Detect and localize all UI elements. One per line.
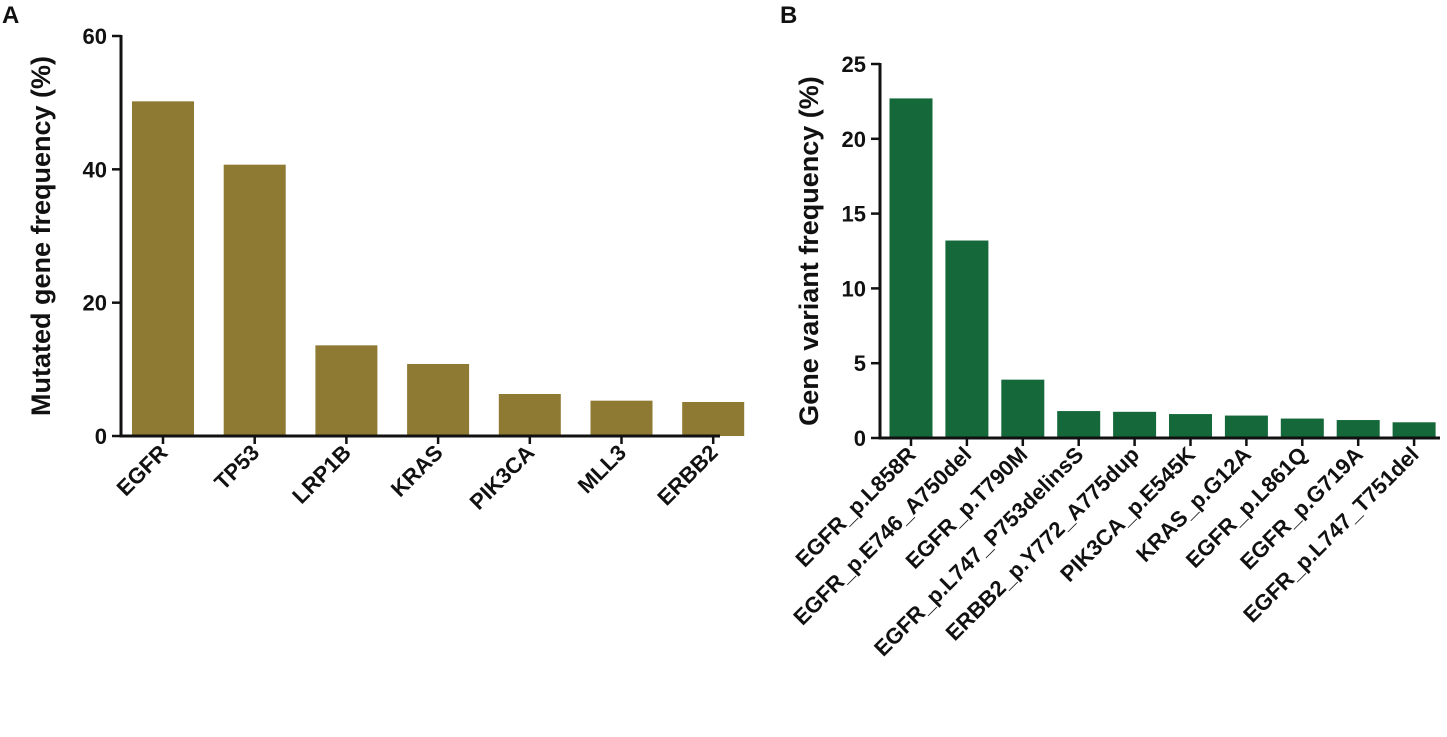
ytick-label-a-2: 40 bbox=[83, 157, 107, 182]
ytick-label-b-1: 5 bbox=[854, 351, 866, 376]
bar-a-4 bbox=[498, 394, 561, 436]
ytick-label-b-0: 0 bbox=[854, 426, 866, 451]
bar-b-3 bbox=[1057, 411, 1101, 438]
bar-b-1 bbox=[945, 240, 989, 438]
bar-b-4 bbox=[1113, 411, 1157, 438]
y-axis-title-a: Mutated gene frequency (%) bbox=[26, 56, 56, 416]
bar-b-7 bbox=[1280, 418, 1324, 438]
bar-b-2 bbox=[1001, 379, 1045, 438]
xtick-label-a-5: MLL3 bbox=[573, 440, 631, 498]
ytick-label-a-0: 0 bbox=[95, 424, 107, 449]
bar-b-6 bbox=[1224, 415, 1268, 438]
ytick-label-b-5: 25 bbox=[842, 52, 866, 77]
bar-a-6 bbox=[682, 402, 745, 436]
panel-a-letter: A bbox=[2, 2, 19, 29]
xtick-label-a-3: KRAS bbox=[386, 440, 448, 502]
bar-a-3 bbox=[407, 364, 470, 436]
xtick-label-a-4: PIK3CA bbox=[465, 440, 540, 515]
bar-b-0 bbox=[889, 98, 933, 439]
bar-b-9 bbox=[1392, 422, 1436, 438]
bar-b-8 bbox=[1336, 420, 1380, 438]
bar-b-5 bbox=[1169, 414, 1212, 438]
bar-a-1 bbox=[223, 164, 286, 436]
ytick-label-a-3: 60 bbox=[83, 24, 107, 49]
xtick-label-a-6: ERBB2 bbox=[652, 440, 722, 510]
bar-a-5 bbox=[590, 400, 653, 436]
xtick-label-a-0: EGFR bbox=[112, 440, 173, 501]
ytick-label-b-2: 10 bbox=[842, 276, 866, 301]
bar-a-0 bbox=[132, 101, 194, 436]
xtick-label-a-2: LRP1B bbox=[287, 440, 356, 509]
chart-a-mutated-gene-frequency: EGFR TP53 LRP1B KRAS PIK3CA MLL3 ERBB2 0 20 40 60 M… bbox=[26, 24, 745, 515]
xtick-label-a-1: TP53 bbox=[209, 440, 264, 495]
ytick-label-a-1: 20 bbox=[83, 291, 107, 316]
chart-b-gene-variant-frequency: EGFR_p.L858REGFR_p.E746_A750delEGFR_p.T7… bbox=[788, 52, 1440, 661]
panel-b-letter: B bbox=[780, 2, 797, 29]
ytick-label-b-4: 20 bbox=[842, 127, 866, 152]
bar-a-2 bbox=[315, 345, 378, 436]
y-axis-title-b: Gene variant frequency (%) bbox=[794, 76, 824, 426]
ytick-label-b-3: 15 bbox=[842, 202, 866, 227]
